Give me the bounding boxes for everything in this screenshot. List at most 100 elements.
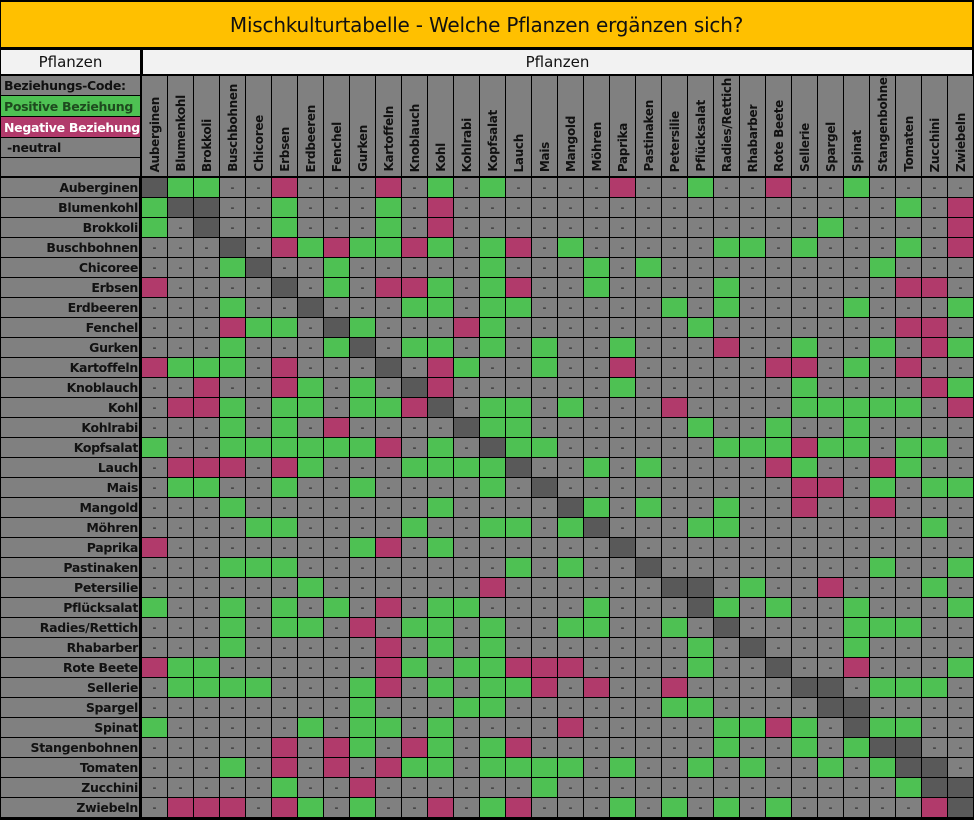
relation-cell[interactable]: [272, 418, 297, 437]
relation-cell[interactable]: -: [584, 218, 609, 237]
relation-cell[interactable]: -: [792, 758, 817, 777]
relation-cell[interactable]: -: [298, 738, 323, 757]
relation-cell[interactable]: [376, 398, 401, 417]
relation-cell[interactable]: -: [584, 318, 609, 337]
relation-cell[interactable]: -: [922, 638, 947, 657]
relation-cell[interactable]: -: [688, 298, 713, 317]
relation-cell[interactable]: -: [194, 758, 219, 777]
relation-cell[interactable]: -: [818, 198, 843, 217]
relation-cell[interactable]: [584, 458, 609, 477]
relation-cell[interactable]: [584, 618, 609, 637]
relation-cell[interactable]: [506, 418, 531, 437]
relation-cell[interactable]: -: [506, 778, 531, 797]
relation-cell[interactable]: -: [714, 638, 739, 657]
relation-cell[interactable]: -: [870, 358, 895, 377]
relation-cell[interactable]: -: [636, 778, 661, 797]
relation-cell[interactable]: -: [402, 218, 427, 237]
relation-cell[interactable]: [922, 578, 947, 597]
relation-cell[interactable]: -: [168, 538, 193, 557]
relation-cell[interactable]: -: [818, 718, 843, 737]
relation-cell[interactable]: -: [896, 378, 921, 397]
relation-cell[interactable]: -: [662, 598, 687, 617]
relation-cell[interactable]: -: [714, 398, 739, 417]
relation-cell[interactable]: -: [896, 258, 921, 277]
relation-cell[interactable]: -: [558, 598, 583, 617]
relation-cell[interactable]: -: [142, 478, 167, 497]
relation-cell[interactable]: -: [584, 698, 609, 717]
relation-cell[interactable]: [350, 678, 375, 697]
relation-cell[interactable]: -: [350, 258, 375, 277]
relation-cell[interactable]: -: [454, 778, 479, 797]
relation-cell[interactable]: -: [610, 198, 635, 217]
relation-cell[interactable]: -: [636, 178, 661, 197]
relation-cell[interactable]: [922, 778, 947, 797]
relation-cell[interactable]: -: [246, 798, 271, 817]
relation-cell[interactable]: -: [844, 478, 869, 497]
relation-cell[interactable]: -: [506, 198, 531, 217]
relation-cell[interactable]: -: [298, 178, 323, 197]
relation-cell[interactable]: -: [766, 558, 791, 577]
relation-cell[interactable]: [896, 398, 921, 417]
relation-cell[interactable]: [948, 378, 973, 397]
relation-cell[interactable]: -: [688, 358, 713, 377]
relation-cell[interactable]: -: [272, 538, 297, 557]
relation-cell[interactable]: [428, 798, 453, 817]
relation-cell[interactable]: [896, 318, 921, 337]
relation-cell[interactable]: -: [896, 698, 921, 717]
relation-cell[interactable]: [506, 518, 531, 537]
relation-cell[interactable]: [714, 738, 739, 757]
relation-cell[interactable]: [714, 518, 739, 537]
relation-cell[interactable]: -: [688, 798, 713, 817]
relation-cell[interactable]: -: [896, 538, 921, 557]
relation-cell[interactable]: [636, 558, 661, 577]
relation-cell[interactable]: -: [220, 698, 245, 717]
relation-cell[interactable]: -: [610, 218, 635, 237]
relation-cell[interactable]: [454, 598, 479, 617]
relation-cell[interactable]: -: [532, 458, 557, 477]
relation-cell[interactable]: -: [324, 778, 349, 797]
relation-cell[interactable]: [740, 578, 765, 597]
relation-cell[interactable]: -: [558, 218, 583, 237]
relation-cell[interactable]: [480, 298, 505, 317]
relation-cell[interactable]: -: [324, 198, 349, 217]
relation-cell[interactable]: [870, 758, 895, 777]
relation-cell[interactable]: [948, 598, 973, 617]
relation-cell[interactable]: -: [922, 598, 947, 617]
relation-cell[interactable]: [740, 758, 765, 777]
relation-cell[interactable]: -: [506, 498, 531, 517]
relation-cell[interactable]: -: [142, 678, 167, 697]
relation-cell[interactable]: [402, 398, 427, 417]
relation-cell[interactable]: -: [818, 598, 843, 617]
relation-cell[interactable]: [948, 238, 973, 257]
relation-cell[interactable]: -: [324, 518, 349, 537]
relation-cell[interactable]: -: [350, 758, 375, 777]
relation-cell[interactable]: -: [844, 258, 869, 277]
relation-cell[interactable]: [844, 618, 869, 637]
relation-cell[interactable]: -: [740, 198, 765, 217]
relation-cell[interactable]: -: [558, 438, 583, 457]
relation-cell[interactable]: [662, 618, 687, 637]
relation-cell[interactable]: [480, 418, 505, 437]
relation-cell[interactable]: -: [610, 458, 635, 477]
relation-cell[interactable]: -: [298, 698, 323, 717]
relation-cell[interactable]: -: [194, 278, 219, 297]
relation-cell[interactable]: -: [818, 338, 843, 357]
relation-cell[interactable]: -: [454, 278, 479, 297]
relation-cell[interactable]: -: [844, 798, 869, 817]
relation-cell[interactable]: -: [194, 578, 219, 597]
relation-cell[interactable]: -: [558, 678, 583, 697]
relation-cell[interactable]: [402, 298, 427, 317]
relation-cell[interactable]: [454, 698, 479, 717]
relation-cell[interactable]: [376, 238, 401, 257]
relation-cell[interactable]: [324, 738, 349, 757]
relation-cell[interactable]: -: [844, 218, 869, 237]
relation-cell[interactable]: -: [142, 418, 167, 437]
relation-cell[interactable]: [324, 258, 349, 277]
relation-cell[interactable]: -: [376, 738, 401, 757]
relation-cell[interactable]: [766, 178, 791, 197]
relation-cell[interactable]: -: [870, 538, 895, 557]
relation-cell[interactable]: [688, 178, 713, 197]
relation-cell[interactable]: -: [558, 778, 583, 797]
relation-cell[interactable]: -: [298, 318, 323, 337]
relation-cell[interactable]: [870, 458, 895, 477]
